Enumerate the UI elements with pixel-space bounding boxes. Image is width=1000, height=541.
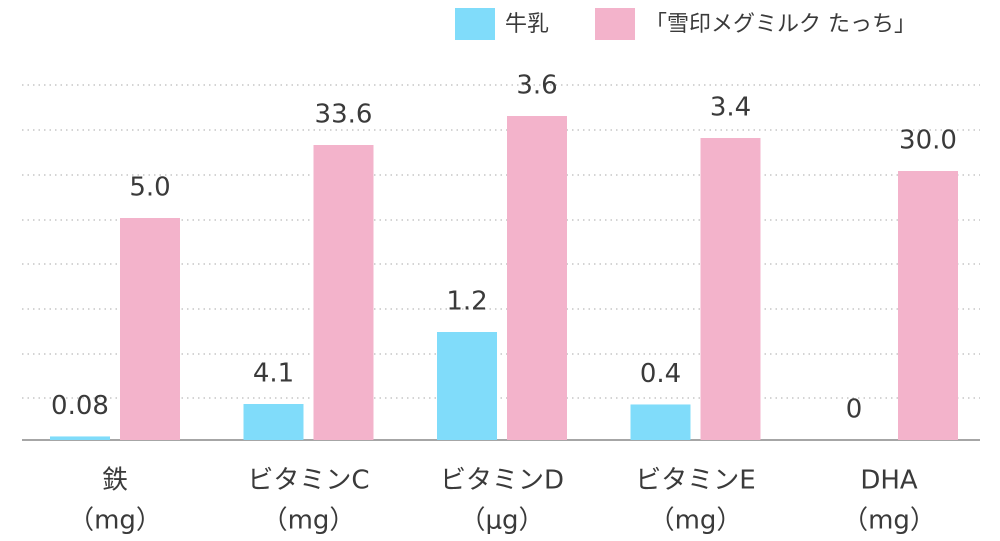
bar <box>50 436 110 440</box>
bar <box>507 116 567 440</box>
category-unit: （mg） <box>68 506 162 536</box>
category-label: ビタミンE <box>635 466 755 496</box>
value-label: 3.4 <box>710 93 751 123</box>
category-label: ビタミンD <box>440 466 564 496</box>
bar <box>120 218 180 440</box>
value-label: 0.08 <box>51 391 109 421</box>
value-label: 0 <box>846 395 863 425</box>
category-unit: （mg） <box>649 506 743 536</box>
bar <box>437 332 497 440</box>
category-label: 鉄 <box>102 466 128 496</box>
value-label: 0.4 <box>640 359 681 389</box>
value-label: 5.0 <box>129 173 170 203</box>
category-unit: （mg） <box>842 506 936 536</box>
legend-swatch <box>455 8 495 40</box>
value-label: 33.6 <box>315 100 373 130</box>
legend-label: 牛乳 <box>505 12 549 37</box>
bar <box>700 138 761 440</box>
category-unit: （μg） <box>459 506 544 536</box>
category-label: ビタミンC <box>247 466 369 496</box>
legend: 牛乳 「雪印メグミルク たっち」 <box>455 8 916 40</box>
value-label: 1.2 <box>446 287 487 317</box>
value-label: 30.0 <box>899 126 957 156</box>
category-unit: （mg） <box>262 506 356 536</box>
bar <box>313 145 374 440</box>
category-label: DHA <box>860 466 918 496</box>
legend-label: 「雪印メグミルク たっち」 <box>645 12 916 37</box>
bar <box>898 171 958 440</box>
value-label: 3.6 <box>516 71 557 101</box>
value-label: 4.1 <box>253 359 294 389</box>
bar <box>630 404 691 440</box>
legend-swatch <box>595 8 635 40</box>
bar <box>243 404 304 440</box>
